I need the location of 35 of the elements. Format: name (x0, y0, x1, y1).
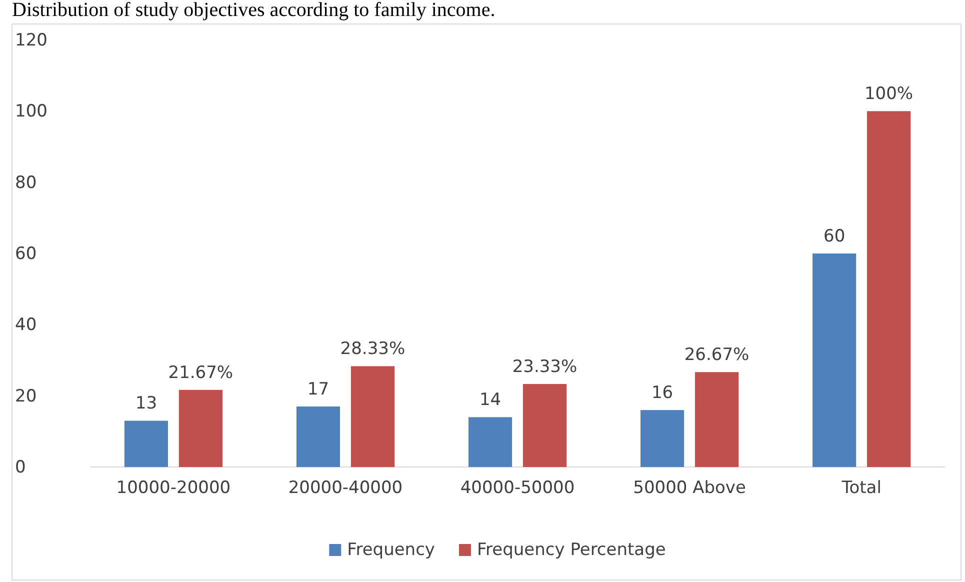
data-label: 26.67% (684, 345, 750, 366)
x-tick-label: 20000-40000 (288, 478, 403, 498)
data-label: 28.33% (340, 339, 406, 360)
data-label: 100% (864, 84, 914, 104)
y-tick-label: 0 (15, 457, 26, 478)
y-tick-label: 80 (15, 172, 37, 193)
bar (522, 384, 567, 467)
bar (812, 254, 856, 467)
bar (124, 420, 168, 467)
data-label: 13 (135, 394, 158, 414)
data-label: 60 (824, 226, 846, 246)
y-tick-label: 100 (15, 102, 48, 122)
bar (867, 111, 911, 467)
y-tick-label: 120 (15, 30, 48, 50)
y-tick-label: 60 (15, 244, 37, 264)
x-tick-label: 50000 Above (633, 478, 746, 498)
data-label: 16 (651, 383, 674, 404)
data-label: 21.67% (168, 362, 234, 383)
x-tick-label: Total (840, 478, 882, 498)
y-tick-label: 20 (15, 386, 37, 406)
data-label: 17 (307, 380, 330, 400)
bar (468, 417, 512, 467)
x-tick-label: 10000-20000 (116, 478, 231, 498)
data-label: 14 (479, 390, 502, 410)
bar (178, 390, 222, 467)
chart-title: Distribution of study objectives according to family income. (12, 0, 496, 21)
legend-label: Frequency Percentage (476, 540, 666, 560)
y-tick-label: 40 (15, 315, 37, 336)
bar (694, 372, 739, 467)
data-label: 23.33% (512, 356, 578, 377)
legend-label: Frequency (347, 540, 435, 560)
bar (296, 406, 340, 467)
bar (640, 410, 684, 467)
bar (350, 366, 394, 467)
x-tick-label: 40000-50000 (460, 478, 575, 498)
